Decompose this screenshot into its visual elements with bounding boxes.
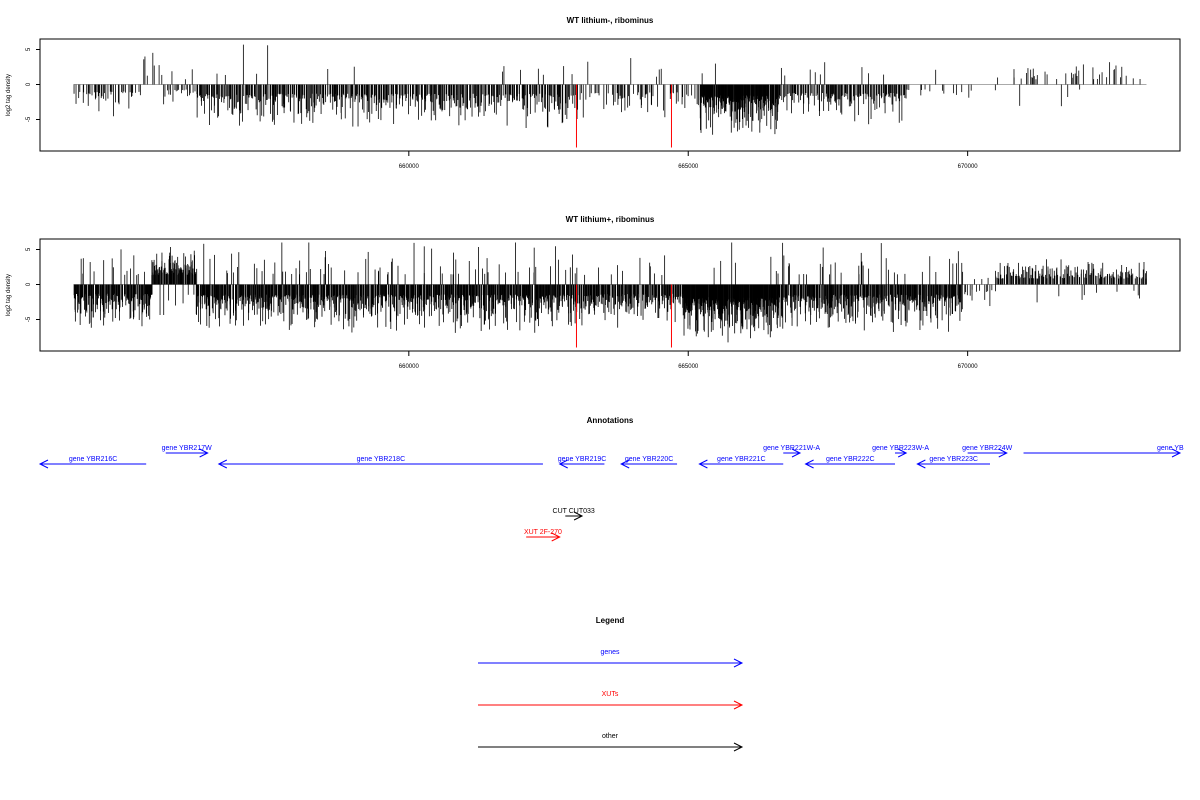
annotation-feature: gene YB (1024, 445, 1185, 457)
y-axis: -5 0 5 (26, 247, 40, 322)
annotation-feature: gene YBR222C (806, 456, 895, 468)
legend-title: Legend (596, 616, 625, 625)
annotation-feature: CUT CUT033 (553, 508, 595, 520)
x-tick-label: 660000 (399, 364, 420, 370)
annotation-feature: gene YBR217W (162, 445, 212, 457)
legend: Legend genes XUTs other (478, 616, 742, 751)
panel-title: WT lithium-, ribominus (567, 16, 654, 25)
feature-label: gene YB (1157, 445, 1184, 452)
annotation-feature: gene YBR218C (219, 456, 543, 468)
feature-label: gene YBR224W (962, 445, 1012, 452)
annotation-feature: gene YBR223W-A (872, 445, 929, 457)
x-axis: 660000 665000 670000 (399, 351, 979, 370)
x-axis: 660000 665000 670000 (399, 151, 979, 170)
x-tick-label: 660000 (399, 164, 420, 170)
annotation-feature: gene YBR216C (40, 456, 146, 468)
feature-label: CUT CUT033 (553, 508, 595, 515)
y-tick-label: -5 (26, 116, 32, 122)
feature-label: gene YBR220C (625, 456, 674, 463)
x-tick-label: 665000 (678, 364, 699, 370)
feature-label: XUT 2F-270 (524, 529, 562, 536)
annotation-feature: gene YBR221W-A (763, 445, 820, 457)
feature-label: gene YBR217W (162, 445, 212, 452)
annotation-feature: gene YBR221C (699, 456, 783, 468)
y-axis-label: log2 tag density (6, 74, 12, 116)
legend-label: XUTs (602, 691, 619, 698)
legend-label: genes (600, 649, 620, 656)
legend-item: other (478, 733, 742, 751)
y-axis: -5 0 5 (26, 47, 40, 122)
y-tick-label: 5 (26, 247, 32, 251)
y-tick-label: 0 (26, 82, 32, 86)
y-axis-label: log2 tag density (6, 274, 12, 316)
feature-label: gene YBR221C (717, 456, 766, 463)
feature-label: gene YBR219C (558, 456, 607, 463)
feature-label: gene YBR221W-A (763, 445, 820, 452)
feature-list: gene YBR216C gene YBR217W gene YBR218C gene… (40, 445, 1184, 541)
track-panel-lithium-plus: WT lithium+, ribominus log2 tag density … (6, 215, 1180, 370)
x-tick-label: 665000 (678, 164, 699, 170)
density-bars (74, 45, 1147, 135)
track-panel-lithium-minus: WT lithium-, ribominus log2 tag density … (6, 16, 1180, 170)
legend-item: XUTs (478, 691, 742, 709)
y-tick-label: 5 (26, 47, 32, 51)
feature-label: gene YBR223W-A (872, 445, 929, 452)
legend-label: other (602, 733, 619, 740)
y-tick-label: -5 (26, 316, 32, 322)
legend-items: genes XUTs other (478, 649, 742, 751)
annotation-feature: gene YBR220C (621, 456, 677, 468)
x-tick-label: 670000 (958, 164, 979, 170)
feature-label: gene YBR218C (357, 456, 406, 463)
feature-label: gene YBR222C (826, 456, 875, 463)
feature-label: gene YBR216C (69, 456, 118, 463)
feature-label: gene YBR223C (929, 456, 978, 463)
annotation-feature: XUT 2F-270 (524, 529, 562, 541)
x-tick-label: 670000 (958, 364, 979, 370)
legend-item: genes (478, 649, 742, 667)
annotation-feature: gene YBR219C (558, 456, 607, 468)
y-tick-label: 0 (26, 282, 32, 286)
panel-title: WT lithium+, ribominus (566, 215, 655, 224)
density-bars (74, 243, 1147, 343)
annotation-feature: gene YBR223C (917, 456, 990, 468)
annotations-title: Annotations (587, 416, 634, 425)
